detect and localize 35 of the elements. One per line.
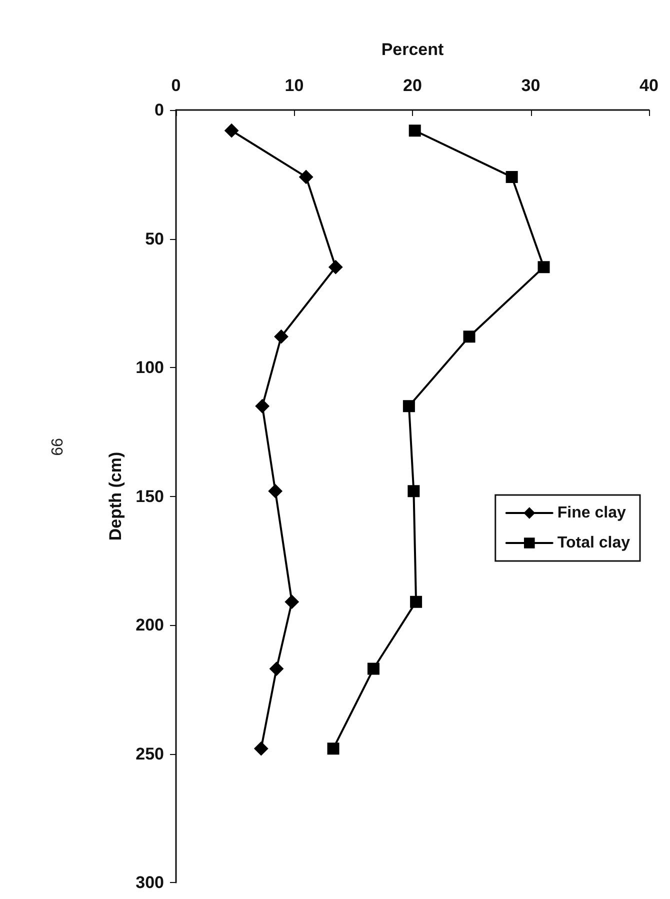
x-axis-title: Percent — [381, 40, 444, 59]
point — [270, 662, 284, 676]
y-tick-label: 200 — [136, 616, 164, 634]
point — [506, 170, 518, 183]
y-tick-label: 50 — [145, 229, 164, 248]
text: 99 — [48, 438, 64, 456]
y-tick-label: 250 — [136, 744, 164, 764]
point — [255, 399, 270, 414]
x-tick-label: 20 — [403, 76, 422, 95]
y-tick-label: 100 — [136, 358, 164, 377]
y-tick-label: 300 — [136, 873, 164, 892]
legend-label: Fine clay — [557, 504, 626, 522]
point — [410, 596, 422, 608]
legend-label: Total clay — [557, 534, 630, 552]
x-tick-label: 40 — [640, 76, 658, 95]
point — [408, 124, 421, 137]
point — [299, 170, 314, 184]
point — [408, 485, 420, 498]
point — [367, 662, 380, 675]
point — [274, 330, 288, 344]
point — [327, 742, 340, 755]
point — [538, 261, 550, 274]
point — [463, 330, 476, 343]
point — [268, 484, 282, 498]
point — [224, 124, 239, 138]
x-tick-label: 30 — [521, 76, 540, 95]
y-tick-label: 0 — [154, 100, 164, 120]
point — [402, 400, 415, 412]
x-tick-label: 10 — [284, 76, 304, 95]
point — [328, 260, 343, 274]
point — [254, 742, 268, 756]
y-axis-title: Depth (cm) — [106, 452, 125, 541]
point — [284, 594, 299, 609]
x-tick-label: 0 — [171, 76, 181, 95]
y-tick-label: 150 — [136, 486, 164, 506]
